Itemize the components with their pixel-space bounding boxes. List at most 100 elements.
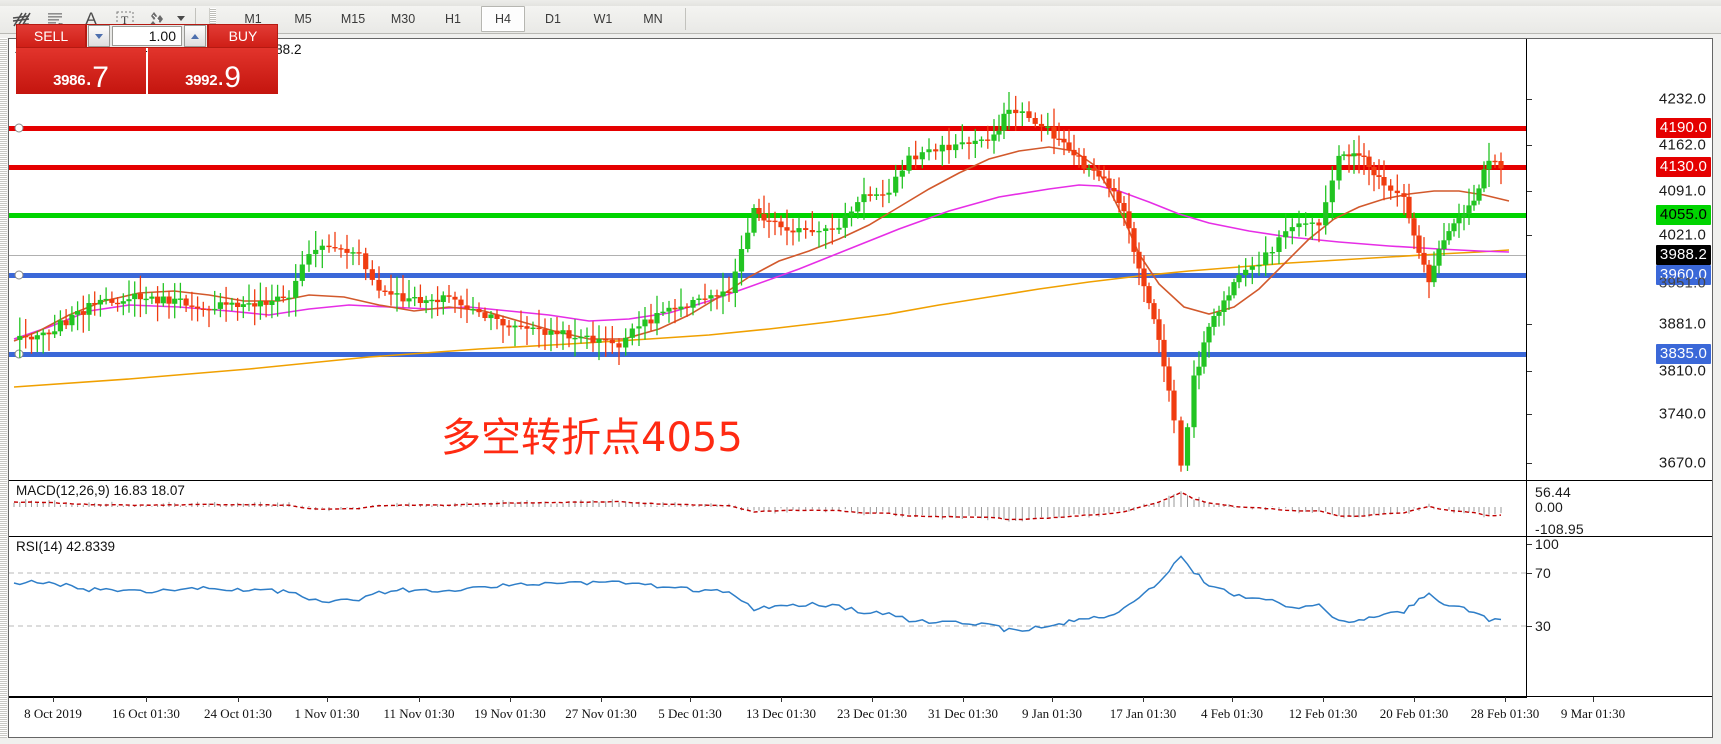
time-tick-label: 4 Feb 01:30 bbox=[1200, 706, 1264, 721]
sell-button[interactable]: SELL bbox=[16, 24, 86, 48]
toolbar-grip[interactable] bbox=[209, 7, 216, 30]
time-axis-tickmark bbox=[1052, 697, 1053, 702]
price-tick-3810-0: 3810.0 bbox=[1658, 362, 1706, 380]
buy-price-separator: . bbox=[218, 69, 224, 89]
text-box-icon[interactable]: T bbox=[110, 6, 140, 32]
time-axis-tickmark bbox=[510, 697, 511, 702]
price-axis-tickmark bbox=[1527, 414, 1532, 415]
timeframe-d1[interactable]: D1 bbox=[545, 11, 561, 26]
macd-axis[interactable]: 56.44 0.00 -108.95 bbox=[1526, 481, 1712, 537]
rsi-pane[interactable]: RSI(14) 42.8339 100 70 30 bbox=[9, 536, 1712, 697]
price-tick-3960-0[interactable]: 3960.0 bbox=[1655, 265, 1711, 285]
price-tick-4021-0: 4021.0 bbox=[1658, 226, 1706, 244]
candlestick-layer bbox=[17, 92, 1504, 472]
price-tick-4190-0[interactable]: 4190.0 bbox=[1655, 118, 1711, 138]
trade-controls-row: SELL 1.00 BUY bbox=[16, 24, 278, 48]
rsi-plot-area[interactable] bbox=[9, 537, 1527, 696]
level-anchor-4190[interactable] bbox=[14, 123, 24, 133]
sell-price-decimal: 7 bbox=[92, 61, 109, 94]
time-axis-tickmark bbox=[238, 697, 239, 702]
toolbar-top-strip bbox=[0, 0, 1721, 6]
price-tick-3740-0: 3740.0 bbox=[1658, 405, 1706, 423]
time-axis-tickmark bbox=[1414, 697, 1415, 702]
price-plot-area[interactable]: 多空转折点4055 bbox=[9, 39, 1527, 480]
trade-prices-row: 3986 . 7 3992 . 9 bbox=[16, 48, 278, 94]
svg-text:T: T bbox=[121, 13, 129, 27]
time-axis-line bbox=[9, 697, 1527, 698]
time-axis-tickmark bbox=[963, 697, 964, 702]
time-tick-label: 1 Nov 01:30 bbox=[294, 706, 360, 721]
time-tick-label: 24 Oct 01:30 bbox=[204, 706, 272, 721]
volume-input[interactable]: 1.00 bbox=[112, 26, 182, 46]
buy-price-integer: 3992 bbox=[185, 72, 218, 89]
toolbar-divider-2 bbox=[685, 7, 686, 30]
price-axis[interactable]: 4232.0 4190.0 4162.0 4130.0 4091.0 4055.0 4021… bbox=[1526, 39, 1712, 514]
volume-control[interactable]: 1.00 bbox=[86, 24, 208, 48]
price-tick-3988-2[interactable]: 3988.2 bbox=[1655, 245, 1711, 265]
toolbar-divider bbox=[195, 7, 196, 30]
time-axis-tickmark bbox=[690, 697, 691, 702]
chevron-up-icon bbox=[191, 33, 199, 39]
macd-series-layer bbox=[13, 491, 1502, 522]
rsi-axis-tickmark bbox=[1527, 573, 1532, 574]
macd-tick-top: 56.44 bbox=[1535, 484, 1572, 500]
price-tick-3835-0[interactable]: 3835.0 bbox=[1655, 344, 1711, 364]
level-anchor-3835[interactable] bbox=[14, 349, 24, 359]
buy-price-display[interactable]: 3992 . 9 bbox=[148, 48, 278, 94]
left-scroll-strip[interactable] bbox=[0, 38, 7, 738]
buy-price-decimal: 9 bbox=[224, 61, 241, 94]
volume-increase-button[interactable] bbox=[184, 25, 206, 47]
level-line-3835[interactable] bbox=[9, 352, 1527, 357]
price-tick-4162-0: 4162.0 bbox=[1658, 136, 1706, 154]
chevron-down-icon bbox=[95, 33, 103, 39]
sell-price-display[interactable]: 3986 . 7 bbox=[16, 48, 146, 94]
rsi-label: RSI(14) 42.8339 bbox=[16, 539, 116, 554]
time-tick-label: 20 Feb 01:30 bbox=[1379, 706, 1449, 721]
timeframe-w1[interactable]: W1 bbox=[593, 11, 613, 26]
price-tick-4130-0[interactable]: 4130.0 bbox=[1655, 157, 1711, 177]
price-pane[interactable]: CHINA300-,H4 4045.7 4045.7 3972.4 3988.2 bbox=[9, 39, 1712, 514]
price-tick-4232-0: 4232.0 bbox=[1658, 90, 1706, 108]
level-line-4190[interactable] bbox=[9, 126, 1527, 131]
buy-button[interactable]: BUY bbox=[208, 24, 278, 48]
time-tick-label: 28 Feb 01:30 bbox=[1470, 706, 1540, 721]
objects-dropdown-caret-icon[interactable] bbox=[174, 6, 188, 32]
timeframe-m1[interactable]: M1 bbox=[244, 11, 262, 26]
text-label-icon[interactable]: A bbox=[85, 8, 97, 28]
macd-plot-area[interactable] bbox=[9, 481, 1527, 536]
chart-window[interactable]: CHINA300-,H4 4045.7 4045.7 3972.4 3988.2 bbox=[8, 38, 1713, 738]
timeframe-m5[interactable]: M5 bbox=[294, 11, 312, 26]
macd-tick-zero: 0.00 bbox=[1535, 499, 1564, 515]
one-click-trading-panel[interactable]: SELL 1.00 BUY 3986 . 7 3992 . 9 bbox=[16, 24, 278, 94]
price-series-layer bbox=[13, 146, 1510, 388]
level-line-4130[interactable] bbox=[9, 165, 1527, 170]
time-axis[interactable]: 8 Oct 2019 16 Oct 01:30 24 Oct 01:30 1 Nov … bbox=[9, 657, 1712, 737]
timeframe-m30[interactable]: M30 bbox=[390, 11, 416, 26]
macd-tick-bottom: -108.95 bbox=[1535, 521, 1584, 537]
time-tick-label: 19 Nov 01:30 bbox=[474, 706, 546, 721]
rsi-axis[interactable]: 100 70 30 bbox=[1526, 536, 1712, 696]
timeframe-mn[interactable]: MN bbox=[643, 11, 663, 26]
timeframe-m15[interactable]: M15 bbox=[340, 11, 366, 26]
level-line-3960[interactable] bbox=[9, 273, 1527, 278]
price-tick-3670-0: 3670.0 bbox=[1658, 454, 1706, 472]
chart-annotation-text[interactable]: 多空转折点4055 bbox=[441, 415, 743, 461]
current-price-line bbox=[9, 255, 1527, 256]
time-tick-label: 12 Feb 01:30 bbox=[1288, 706, 1358, 721]
sell-price-integer: 3986 bbox=[53, 72, 86, 89]
macd-pane[interactable]: MACD(12,26,9) 16.83 18.07 56.44 0.00 -10… bbox=[9, 481, 1712, 537]
timeframe-h1[interactable]: H1 bbox=[445, 11, 461, 26]
price-axis-tickmark bbox=[1527, 235, 1532, 236]
time-tick-label: 17 Jan 01:30 bbox=[1109, 706, 1177, 721]
rsi-tick-30: 30 bbox=[1535, 618, 1551, 634]
price-tick-3881-0: 3881.0 bbox=[1658, 315, 1706, 333]
price-tick-3951-0: 3951.0 bbox=[1658, 274, 1706, 292]
level-anchor-3960[interactable] bbox=[14, 270, 24, 280]
timeframe-h4[interactable]: H4 bbox=[481, 5, 525, 32]
volume-decrease-button[interactable] bbox=[88, 25, 110, 47]
level-line-4055[interactable] bbox=[9, 213, 1527, 218]
rsi-axis-tickmark bbox=[1527, 626, 1532, 627]
price-tick-4055-0[interactable]: 4055.0 bbox=[1655, 205, 1711, 225]
price-axis-tickmark bbox=[1527, 191, 1532, 192]
